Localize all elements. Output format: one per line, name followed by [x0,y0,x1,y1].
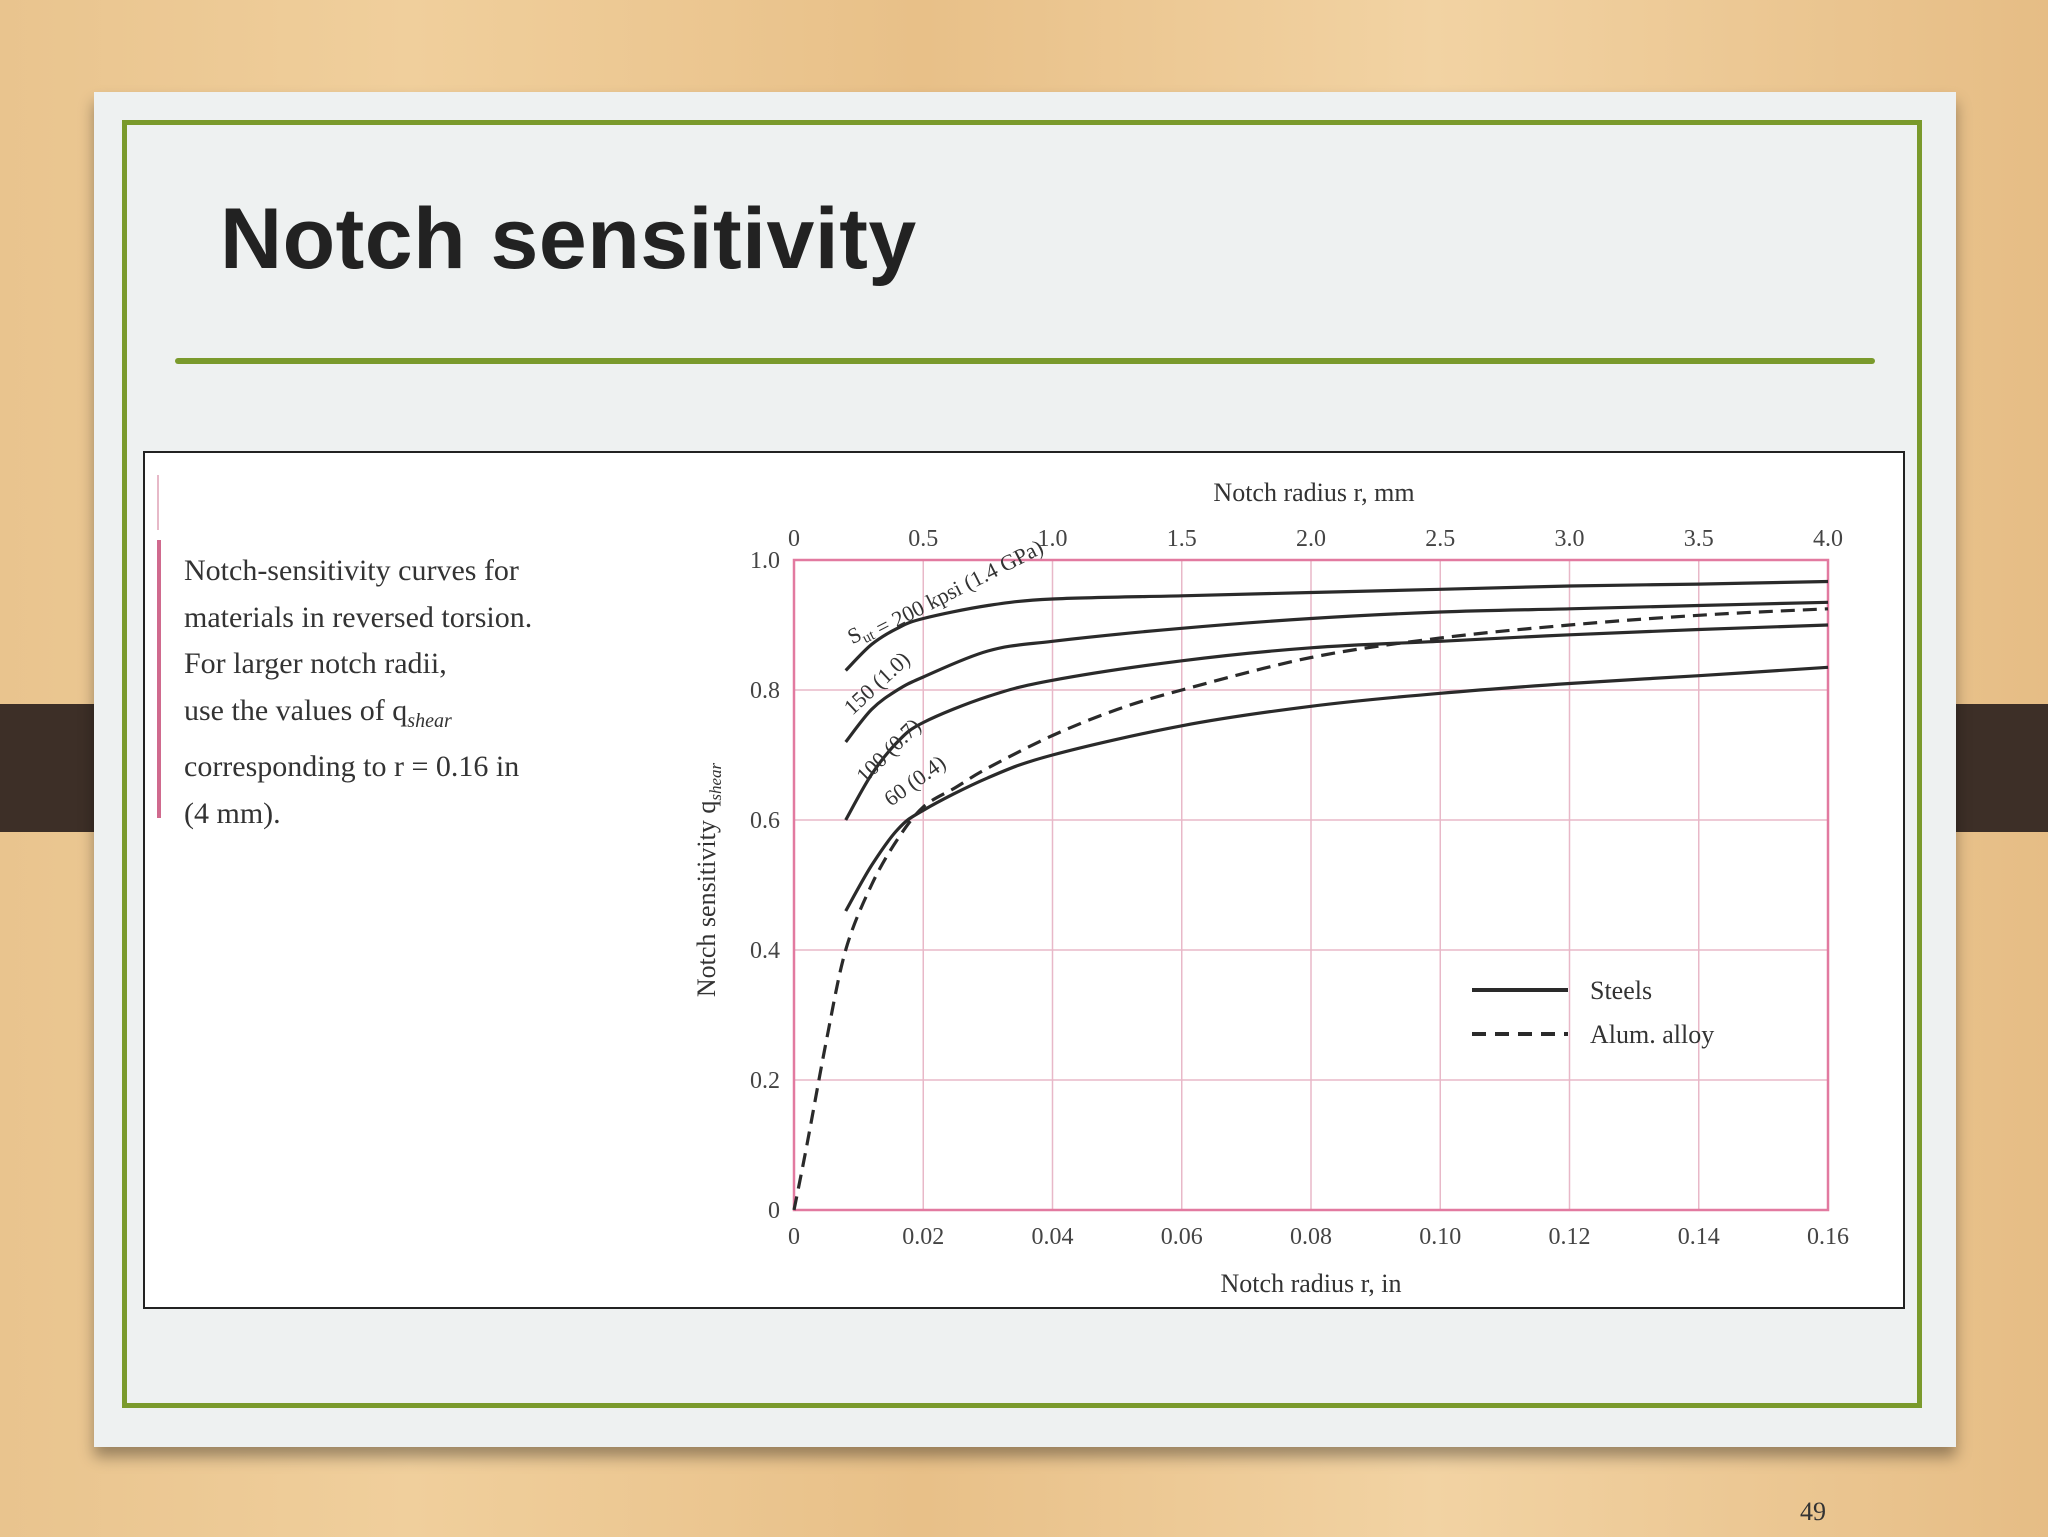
x2-tick-label: 4.0 [1813,526,1843,552]
x2-tick-label: 0.5 [908,526,938,552]
x-tick-label: 0.08 [1290,1224,1332,1250]
x2-tick-label: 1.0 [1038,526,1068,552]
figure-box [143,451,1905,1309]
caption-line-text: use the values of q [184,693,408,727]
series-label: 150 (1.0) [839,646,915,719]
title-divider [175,358,1875,364]
caption-accent-line-top [157,475,159,530]
x2-tick-label: 2.5 [1425,526,1455,552]
caption-line: For larger notch radii, [184,647,447,680]
plot-border [792,558,1830,1212]
legend-label: Alum. alloy [1590,1020,1714,1049]
series-line-steel-2 [844,623,1829,821]
y-axis-label-subscript: shear [706,763,725,801]
x2-axis-label: Notch radius r, mm [1213,478,1414,507]
series-line-steel-1 [844,600,1829,743]
x2-tick-label: 3.0 [1555,526,1585,552]
figure-caption: Notch-sensitivity curves for materials i… [184,548,604,837]
caption-accent-bar [157,540,161,818]
series-line-aluminum [792,607,1829,1211]
caption-line: (4 mm). [184,796,281,830]
caption-line: Notch-sensitivity curves for [184,554,519,587]
caption-subscript: shear [407,709,452,732]
series-line-steel-0 [844,579,1829,672]
caption-line: corresponding to r = 0.16 in [184,750,520,783]
series-label: Sut = 200 kpsi (1.4 GPa) [843,530,1047,654]
x-tick-label: 0.12 [1549,1224,1591,1250]
y-axis-label: Notch sensitivity qshear [692,763,725,998]
x-tick-label: 0.06 [1161,1224,1203,1250]
y-tick-label: 0.2 [750,1068,780,1094]
y-tick-label: 0.8 [750,678,780,704]
x2-tick-label: 1.5 [1167,526,1197,552]
y-tick-label: 1.0 [750,548,780,574]
series-label-part: (1.4 GPa) [955,534,1047,598]
x2-tick-label: 3.5 [1684,526,1714,552]
y-tick-label: 0.4 [750,938,780,964]
caption-line: materials in reversed torsion. [184,600,533,634]
x-tick-label: 0 [788,1224,800,1250]
caption-line: use the values of qshear [184,688,604,745]
series-line-steel-3 [844,665,1829,912]
x2-tick-label: 0 [788,526,800,552]
x-tick-label: 0.14 [1678,1224,1720,1250]
x-tick-label: 0.02 [902,1224,944,1250]
x-tick-label: 0.04 [1032,1224,1074,1250]
x-tick-label: 0.10 [1419,1224,1461,1250]
slide-title: Notch sensitivity [220,191,917,287]
y-tick-label: 0 [768,1198,780,1224]
legend-label: Steels [1590,976,1652,1005]
x-tick-label: 0.16 [1807,1224,1849,1250]
x-axis-label: Notch radius r, in [1221,1269,1402,1298]
y-tick-label: 0.6 [750,808,780,834]
x2-tick-label: 2.0 [1296,526,1326,552]
series-label-part: = 200 kpsi [867,576,966,643]
page-number: 49 [1800,1497,1826,1526]
slide-frame [122,120,1922,1408]
